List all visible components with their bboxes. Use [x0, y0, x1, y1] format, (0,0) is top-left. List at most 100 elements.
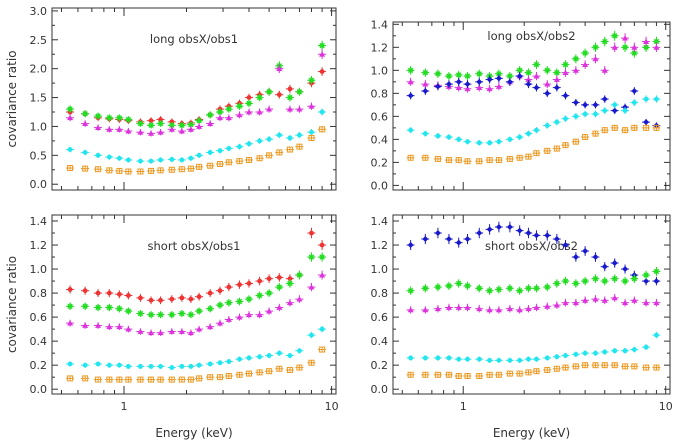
marker: [407, 92, 414, 99]
marker: [116, 362, 122, 368]
data-point: [205, 111, 215, 119]
marker: [544, 90, 551, 97]
data-point: [255, 137, 264, 144]
data-point: [515, 370, 524, 377]
marker: [562, 69, 569, 76]
data-point: [136, 158, 145, 164]
data-point: [317, 252, 327, 262]
series-3: [406, 293, 661, 314]
marker: [287, 353, 293, 358]
marker: [287, 86, 293, 92]
marker: [562, 242, 569, 249]
panel-title: short obsX/obs2: [485, 239, 578, 253]
data-point: [167, 156, 176, 162]
marker: [82, 362, 88, 368]
marker: [236, 111, 243, 118]
marker: [148, 376, 155, 383]
marker: [137, 310, 144, 317]
data-point: [421, 371, 430, 378]
data-point: [421, 87, 430, 95]
data-point: [255, 155, 264, 162]
data-point: [581, 48, 590, 58]
marker: [148, 130, 155, 136]
marker: [562, 92, 569, 99]
marker: [207, 305, 214, 312]
marker: [422, 285, 429, 292]
marker: [106, 376, 113, 383]
data-point: [532, 303, 541, 312]
data-point: [205, 289, 215, 298]
marker: [157, 329, 164, 336]
data-point: [275, 273, 284, 282]
marker: [455, 78, 462, 85]
data-point: [215, 360, 224, 366]
data-point: [275, 64, 284, 74]
data-point: [93, 166, 103, 173]
data-point: [255, 276, 264, 286]
data-point: [524, 80, 533, 89]
marker: [236, 371, 243, 378]
data-point: [244, 279, 253, 288]
data-point: [264, 289, 274, 298]
marker: [446, 355, 452, 361]
data-point: [65, 302, 75, 311]
data-point: [124, 307, 133, 315]
marker: [445, 282, 452, 289]
series-2: [65, 252, 327, 319]
marker: [422, 236, 429, 243]
marker: [106, 290, 112, 296]
marker: [319, 346, 326, 353]
data-point: [177, 309, 186, 318]
marker: [196, 362, 202, 368]
marker: [434, 83, 441, 90]
marker: [216, 302, 223, 309]
data-point: [515, 306, 524, 314]
marker: [207, 374, 214, 381]
data-point: [146, 329, 156, 336]
data-point: [463, 372, 472, 379]
data-point: [610, 258, 619, 268]
data-point: [317, 240, 327, 251]
data-point: [285, 298, 294, 307]
data-point: [581, 246, 590, 256]
marker: [653, 268, 660, 275]
marker: [245, 100, 252, 107]
marker: [287, 276, 293, 282]
y-tick-label: 1.0: [30, 263, 48, 276]
marker: [138, 363, 143, 369]
data-point: [81, 286, 90, 295]
marker: [506, 78, 513, 85]
y-tick-label: 0.0: [30, 178, 48, 191]
data-point: [81, 165, 90, 172]
data-point: [621, 298, 629, 307]
marker: [82, 375, 89, 382]
data-point: [433, 132, 442, 139]
data-point: [194, 307, 204, 315]
series-3: [406, 71, 661, 129]
marker: [82, 120, 89, 126]
y-tick-label: 0.4: [371, 335, 389, 348]
marker: [525, 81, 532, 88]
data-point: [642, 270, 650, 280]
marker: [245, 370, 252, 377]
data-point: [494, 74, 503, 83]
marker: [276, 365, 283, 372]
data-point: [524, 130, 533, 137]
data-point: [194, 362, 204, 368]
marker: [309, 332, 314, 338]
marker: [226, 146, 232, 151]
data-point: [194, 152, 204, 159]
marker: [187, 165, 194, 172]
marker: [196, 294, 202, 300]
data-point: [652, 42, 661, 53]
data-point: [186, 121, 195, 129]
data-point: [406, 306, 415, 314]
x-axis-label: Energy (keV): [155, 426, 232, 440]
data-point: [244, 370, 253, 377]
data-point: [167, 376, 176, 383]
y-tick-label: 1.4: [30, 215, 48, 228]
marker: [237, 356, 242, 362]
data-point: [571, 66, 580, 75]
data-point: [205, 162, 215, 169]
data-point: [515, 154, 524, 161]
